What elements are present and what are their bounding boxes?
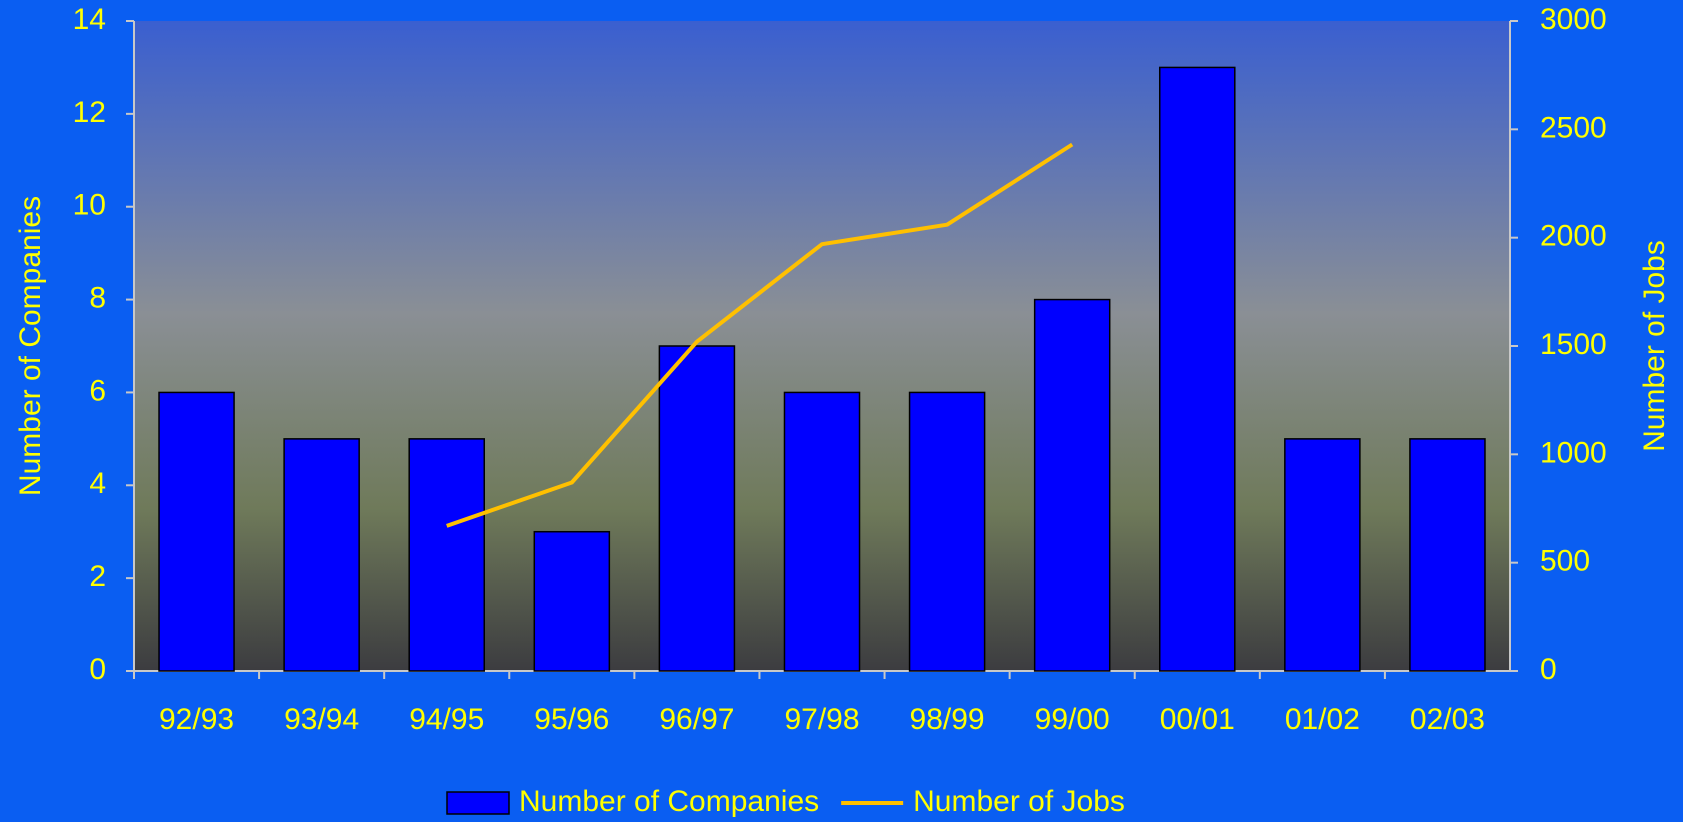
y2-tick-label: 1500	[1540, 328, 1607, 361]
y-axis-title: Number of Companies	[14, 196, 47, 496]
bar	[1410, 439, 1485, 671]
legend-label: Number of Companies	[519, 785, 819, 818]
bar	[1160, 67, 1235, 671]
y2-tick-label: 2500	[1540, 111, 1607, 144]
y-tick-label: 0	[89, 653, 106, 686]
y-tick-label: 2	[89, 560, 106, 593]
x-tick-label: 98/99	[910, 703, 985, 736]
x-tick-label: 97/98	[784, 703, 859, 736]
x-tick-label: 96/97	[659, 703, 734, 736]
x-tick-label: 02/03	[1410, 703, 1485, 736]
y-tick-label: 6	[89, 374, 106, 407]
y2-tick-label: 0	[1540, 653, 1557, 686]
x-tick-label: 00/01	[1160, 703, 1235, 736]
y-tick-label: 8	[89, 281, 106, 314]
bar	[1035, 300, 1110, 671]
bar	[659, 346, 734, 671]
bar	[910, 392, 985, 671]
y2-tick-label: 1000	[1540, 436, 1607, 469]
x-tick-label: 94/95	[409, 703, 484, 736]
bar	[1285, 439, 1360, 671]
chart: Number of Companies Number of Jobs 0 2 4 6 8…	[0, 0, 1683, 822]
x-tick-label: 95/96	[534, 703, 609, 736]
y2-tick-label: 2000	[1540, 220, 1607, 253]
y2-axis-title: Number of Jobs	[1638, 240, 1671, 452]
bar	[284, 439, 359, 671]
bar	[534, 532, 609, 671]
x-tick-label: 92/93	[159, 703, 234, 736]
y-tick-label: 14	[73, 3, 106, 36]
x-tick-label: 99/00	[1035, 703, 1110, 736]
bar	[409, 439, 484, 671]
y-tick-label: 4	[89, 467, 106, 500]
bar	[784, 392, 859, 671]
y2-tick-label: 500	[1540, 545, 1590, 578]
x-tick-label: 01/02	[1285, 703, 1360, 736]
bar	[159, 392, 234, 671]
y-tick-label: 12	[73, 96, 106, 129]
y-tick-label: 10	[73, 189, 106, 222]
legend-label: Number of Jobs	[913, 785, 1125, 818]
legend-swatch	[447, 792, 509, 814]
x-tick-label: 93/94	[284, 703, 359, 736]
y2-tick-label: 3000	[1540, 3, 1607, 36]
